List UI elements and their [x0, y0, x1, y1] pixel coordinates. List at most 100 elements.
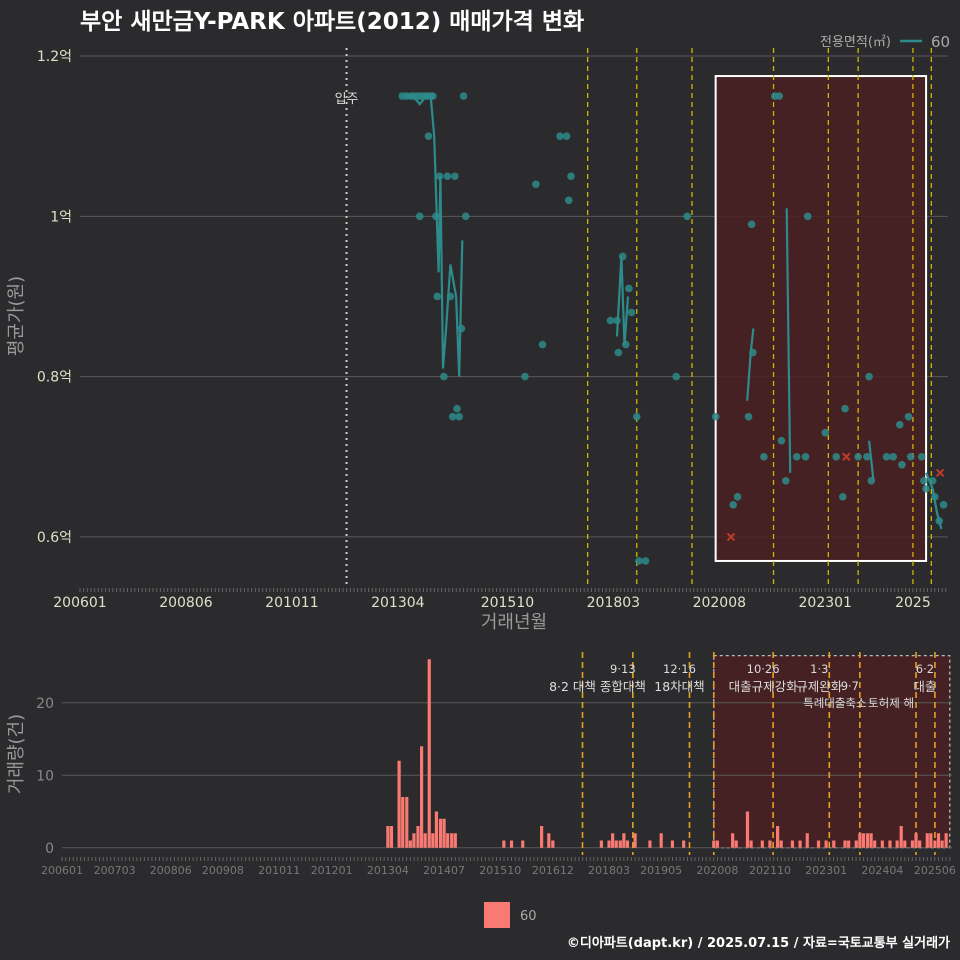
- policy-name-label: 18차대책: [654, 679, 704, 694]
- volume-bar: [832, 840, 836, 848]
- volume-x-tick-label: 202110: [749, 864, 791, 877]
- price-x-tick-label: 202301: [799, 595, 852, 611]
- volume-x-tick-label: 201407: [423, 864, 465, 877]
- volume-chart: 0 10 20 8·2 대책 9·13 종합대책 12·16 18차대책 10·26 대출규제강화…: [6, 652, 956, 877]
- price-point: [867, 477, 876, 485]
- volume-bar: [648, 840, 652, 848]
- price-point: [453, 404, 461, 413]
- volume-bar: [547, 833, 551, 848]
- policy-date-label: 9·7: [841, 679, 859, 693]
- policy-name-label: 특례대출축소: [803, 696, 866, 710]
- volume-bar: [427, 659, 431, 848]
- price-point: [433, 292, 442, 301]
- volume-bar: [618, 840, 622, 848]
- volume-bar: [861, 833, 866, 848]
- policy-date-label: 9·13: [610, 662, 636, 676]
- price-point: [917, 452, 926, 461]
- volume-bar: [944, 833, 948, 848]
- volume-x-tick-label: 201803: [588, 864, 630, 877]
- price-point: [906, 452, 915, 461]
- policy-name-label: 8·2 대책: [549, 679, 596, 694]
- volume-bar: [899, 826, 903, 848]
- price-point: [821, 428, 830, 437]
- volume-bar: [614, 840, 618, 848]
- price-point: [922, 485, 930, 493]
- price-point: [618, 252, 627, 261]
- price-point: [455, 412, 464, 421]
- price-point: [562, 132, 571, 140]
- price-point: [521, 372, 529, 381]
- volume-bar: [925, 833, 929, 848]
- price-point: [935, 517, 944, 525]
- price-point: [733, 493, 742, 501]
- price-series-line: [785, 208, 792, 473]
- volume-bar: [521, 840, 525, 848]
- volume-bar: [873, 840, 877, 848]
- legend-top-title: 전용면적(㎡): [820, 35, 891, 50]
- price-point: [415, 212, 424, 221]
- price-point: [435, 172, 444, 181]
- volume-bar: [798, 840, 802, 848]
- legend-bottom-swatch: [484, 902, 510, 928]
- volume-bar: [434, 811, 439, 848]
- price-point: [440, 372, 448, 381]
- price-point: [606, 316, 615, 325]
- volume-bar: [776, 826, 780, 848]
- policy-date-label: 10·26: [747, 662, 780, 676]
- volume-bar: [633, 833, 637, 848]
- price-point: [803, 212, 812, 221]
- price-point: [567, 172, 575, 181]
- move-in-label: 입주: [335, 92, 359, 107]
- volume-bar: [760, 840, 764, 848]
- volume-bar: [659, 833, 663, 848]
- volume-highlight-box: [713, 654, 951, 849]
- volume-y-tick-label: 0: [45, 841, 54, 857]
- volume-x-tick-label: 202301: [805, 864, 847, 877]
- price-point: [838, 493, 847, 501]
- volume-bar: [502, 840, 506, 848]
- price-x-tick-label: 201803: [587, 595, 640, 611]
- price-x-tick-label: 201510: [481, 595, 534, 611]
- volume-bar: [749, 840, 753, 848]
- price-point: [747, 220, 756, 229]
- volume-x-tick-label: 200908: [202, 864, 244, 877]
- price-point: [429, 92, 437, 100]
- price-point: [865, 372, 873, 381]
- price-point: [889, 452, 898, 461]
- volume-bar: [790, 840, 795, 848]
- volume-bar: [625, 840, 630, 848]
- price-point: [749, 348, 757, 357]
- price-point: [775, 92, 784, 100]
- policy-name-label: 종합대책: [600, 679, 646, 694]
- volume-bar: [607, 840, 611, 848]
- price-point: [863, 452, 871, 461]
- price-x-tick-label: 202008: [693, 595, 746, 611]
- volume-bar: [622, 833, 626, 848]
- price-point: [538, 340, 547, 349]
- volume-bar: [936, 833, 941, 848]
- price-point: [898, 460, 906, 469]
- volume-x-tick-label: 201304: [367, 864, 409, 877]
- price-highlight-box: [714, 75, 928, 562]
- volume-bar: [865, 833, 870, 848]
- volume-bar: [401, 797, 405, 848]
- policy-name-label: 대출: [913, 679, 936, 694]
- price-point: [448, 412, 457, 421]
- volume-bar: [715, 840, 719, 848]
- price-point: [457, 324, 466, 333]
- price-point: [627, 308, 636, 317]
- policy-name-label: 토허제 해: [868, 696, 914, 710]
- price-series-line: [615, 256, 630, 345]
- footer-credit: ©디아파트(dapt.kr) / 2025.07.15 / 자료=국토교통부 실…: [567, 935, 950, 951]
- price-point: [928, 477, 937, 485]
- price-point: [613, 316, 621, 325]
- volume-bar: [929, 833, 933, 848]
- price-point: [461, 212, 470, 221]
- legend-bottom: 60: [484, 902, 537, 928]
- price-point: [672, 372, 681, 381]
- volume-bar: [450, 833, 454, 848]
- price-cross-marker: [726, 532, 736, 542]
- volume-bar: [551, 840, 555, 848]
- volume-bar: [412, 833, 416, 848]
